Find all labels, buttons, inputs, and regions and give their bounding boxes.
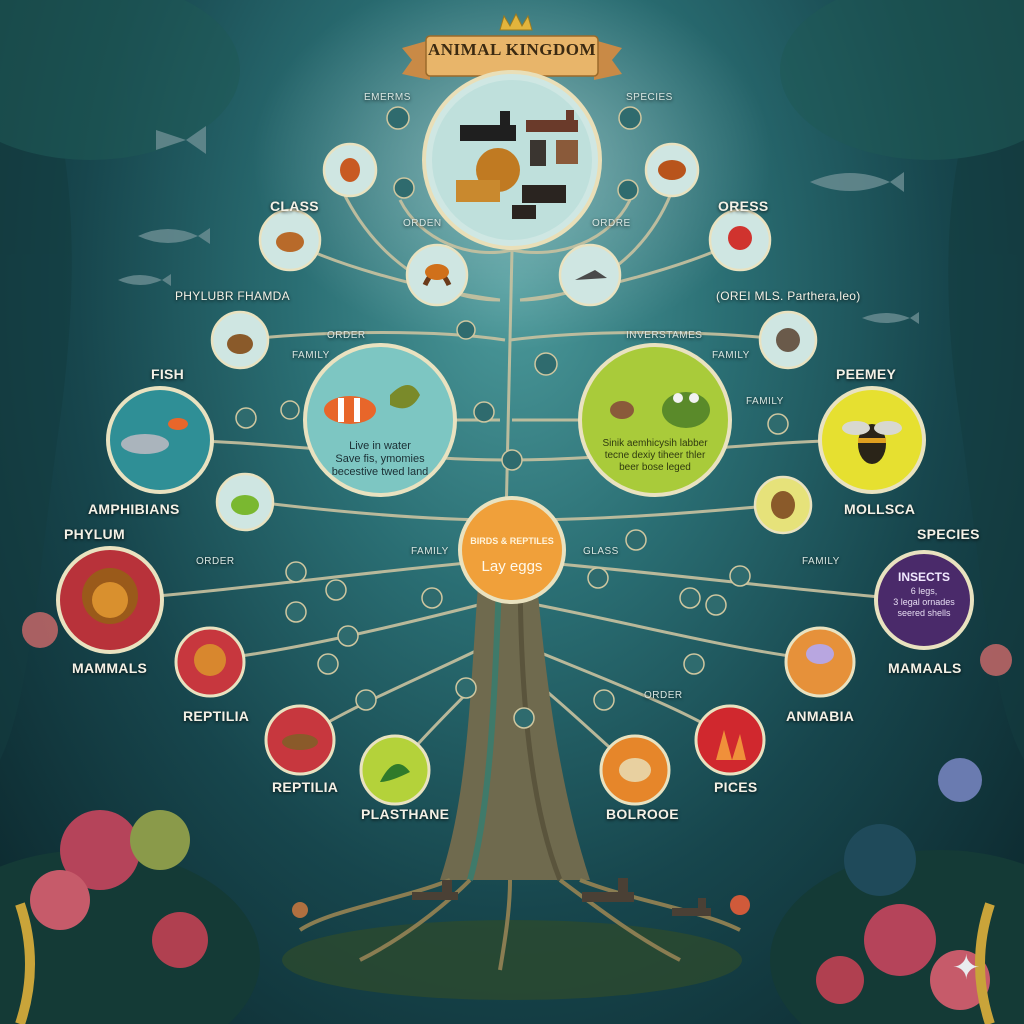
- label-emerms: EMERMS: [364, 92, 411, 103]
- label-family-right: FAMILY: [712, 350, 750, 361]
- label-species-right: SPECIES: [917, 526, 980, 542]
- label-mamaals: MAMAALS: [888, 660, 962, 676]
- sparkle-icon: ✦: [952, 948, 981, 988]
- water-line-2: Save fis, ymomies: [335, 453, 425, 465]
- snake-circle: [359, 734, 431, 806]
- insects-line-2: 3 legal ornades: [893, 597, 955, 607]
- label-family-right2: FAMILY: [802, 556, 840, 567]
- birds-reptiles-title: BIRDS & REPTILES: [470, 536, 554, 546]
- label-order-low: ORDER: [644, 690, 683, 701]
- coral-reef: [0, 612, 1024, 1024]
- background-trees: [0, 0, 1024, 160]
- insects-text: 6 legs, 3 legal ornades seered shells: [880, 586, 968, 619]
- amphib-line-3: beer bose leged: [619, 462, 691, 473]
- amphib-line-2: tecne dexiy tiheer thler: [604, 450, 706, 461]
- label-mammals: MAMMALS: [72, 660, 148, 676]
- water-line-3: becestive twed land: [331, 466, 429, 478]
- label-order-left: ORDER: [327, 330, 366, 341]
- cat-circle: [174, 626, 246, 698]
- amphib-line-1: Sinik aemhicysih labber: [602, 438, 708, 449]
- label-class: CLASS: [270, 198, 319, 214]
- label-order-mid: ORDER: [196, 556, 235, 567]
- lizard-circle: [264, 704, 336, 776]
- label-oress: ORESS: [718, 198, 769, 214]
- label-plasthane: PLASTHANE: [361, 806, 450, 822]
- insects-circle: [874, 550, 974, 650]
- label-family-center: FAMILY: [411, 546, 449, 557]
- water-circle-text: Live in water Save fis, ymomies becestiv…: [315, 440, 445, 479]
- birds-reptiles-sub: Lay eggs: [481, 558, 543, 575]
- label-family-left: FAMILY: [292, 350, 330, 361]
- label-orei: (OREI MLS. Parthera,leo): [716, 289, 861, 303]
- label-phylubr: PHYLUBR FHAMDA: [175, 289, 290, 303]
- label-family-mid: FAMILY: [746, 396, 784, 407]
- habitat-circle-top: [422, 70, 602, 250]
- coral-circle: [694, 704, 766, 776]
- label-pices: PICES: [714, 779, 758, 795]
- label-reptilia-1: REPTILIA: [183, 708, 250, 724]
- bee-circle: [818, 386, 926, 494]
- jellyfish-circle: [784, 626, 856, 698]
- label-reptilia-2: REPTILIA: [272, 779, 339, 795]
- label-amphibians: AMPHIBIANS: [88, 501, 180, 517]
- lion-circle: [56, 546, 164, 654]
- label-species-top: SPECIES: [626, 92, 673, 103]
- banner-title: ANIMAL KINGDOM: [427, 40, 597, 59]
- title-banner: [402, 35, 622, 80]
- crown-icon: [499, 12, 533, 31]
- birds-reptiles-circle: [458, 496, 566, 604]
- label-peemey: PEEMEY: [836, 366, 897, 382]
- label-mollsca: MOLLSCA: [844, 501, 916, 517]
- amphibian-circle-text: Sinik aemhicysih labber tecne dexiy tihe…: [585, 438, 725, 474]
- label-bolrooe: BOLROOE: [606, 806, 679, 822]
- water-line-1: Live in water: [349, 440, 411, 452]
- fish-circle: [106, 386, 214, 494]
- amphibian-circle: [578, 343, 732, 497]
- water-circle: [303, 343, 457, 497]
- label-phylum: PHYLUM: [64, 526, 125, 542]
- small-icons: [227, 158, 800, 519]
- background-fish: [118, 126, 919, 324]
- label-orden: ORDEN: [403, 218, 442, 229]
- label-inverstames: INVERSTAMES: [626, 330, 703, 341]
- label-fish: FISH: [151, 366, 185, 382]
- label-ordre: ORDRE: [592, 218, 631, 229]
- ground-animals: [292, 878, 750, 918]
- label-anmabia: ANMABIA: [786, 708, 855, 724]
- insects-line-3: seered shells: [897, 608, 951, 618]
- label-glass: GLASS: [583, 546, 619, 557]
- node-dots: [235, 106, 789, 729]
- insects-title: INSECTS: [897, 570, 950, 584]
- fox-circle: [599, 734, 671, 806]
- insects-line-1: 6 legs,: [910, 586, 938, 596]
